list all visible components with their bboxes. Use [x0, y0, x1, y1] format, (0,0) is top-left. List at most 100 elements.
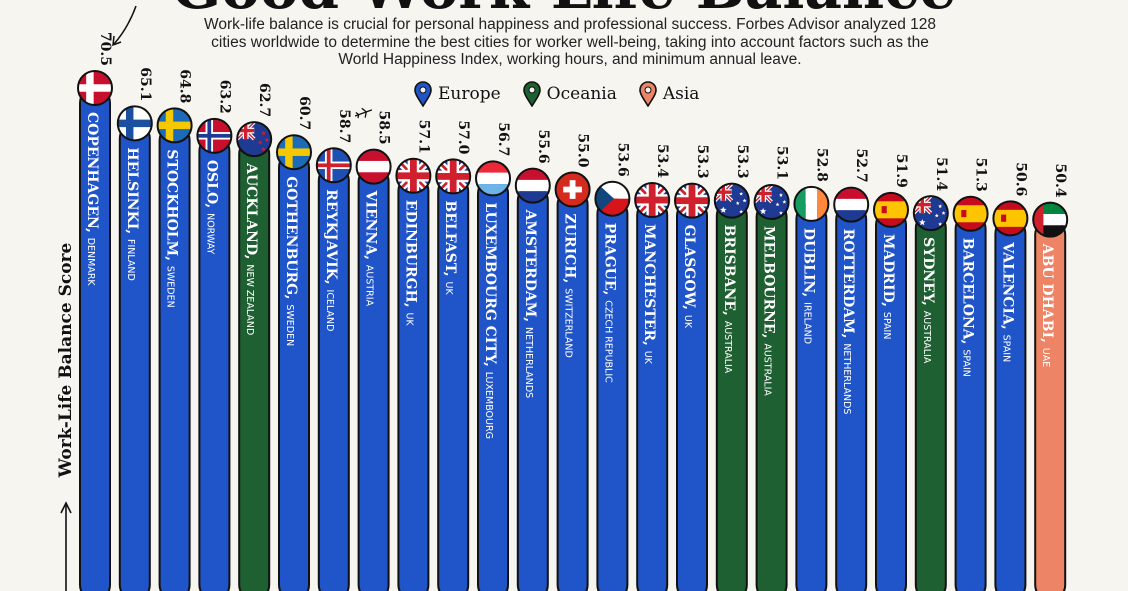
bar-group: 62.7 AUCKLAND, NEW ZEALAND [236, 83, 272, 591]
value-label: 55.6 [535, 129, 551, 163]
annotation-arrowhead-icon [112, 35, 122, 47]
country-name: LUXEMBOURG [483, 372, 494, 439]
bar-group: 53.1 MELBOURNE, AUSTRALIA [753, 146, 790, 591]
legend-item-europe: Europe [414, 81, 501, 107]
value-label: 57.1 [415, 120, 431, 154]
airplane-icon [354, 107, 373, 119]
city-name: VALENCIA, [999, 241, 1015, 334]
country-name: NORWAY [204, 213, 215, 254]
australia-flag-icon [912, 195, 949, 232]
city-label: MELBOURNE, AUSTRALIA [761, 226, 777, 396]
value-label: 64.8 [177, 69, 193, 103]
austria-flag-icon [355, 148, 392, 185]
value-label: 51.3 [973, 158, 989, 192]
bar-group: 55.0 ZURICH, SWITZERLAND [554, 133, 591, 591]
bar-group: 53.6 PRAGUE, CZECH REPUBLIC [594, 143, 631, 591]
bar-group: 51.4 SYDNEY, AUSTRALIA [912, 157, 949, 591]
country-name: AUSTRIA [364, 265, 375, 307]
bar-group: 63.2 OSLO, NORWAY [196, 80, 233, 591]
city-name: REYKJAVIK, [323, 189, 339, 289]
country-name: IRELAND [801, 302, 812, 344]
switzerland-flag-icon [554, 171, 591, 208]
uk-flag-icon [395, 157, 432, 194]
country-name: FINLAND [125, 239, 136, 281]
city-label: PRAGUE, CZECH REPUBLIC [601, 223, 617, 383]
denmark-flag-icon [77, 70, 113, 106]
city-label: MADRID, SPAIN [880, 234, 896, 340]
spain-flag-icon [992, 200, 1029, 237]
subtitle: Work-life balance is crucial for persona… [203, 16, 937, 68]
annotation-arrow-icon [113, 5, 137, 45]
value-label: 51.4 [933, 157, 949, 191]
sweden-flag-icon [156, 107, 193, 144]
legend: Europe Oceania Asia [414, 80, 699, 108]
city-label: OSLO, NORWAY [203, 160, 219, 255]
country-name: AUSTRALIA [762, 343, 773, 396]
value-label: 50.6 [1012, 162, 1028, 196]
city-name: SYDNEY, [920, 237, 936, 311]
country-name: UAE [1040, 348, 1051, 367]
country-name: UK [403, 313, 414, 327]
title-fragment: Good Work-Life Balance [0, 0, 1128, 22]
city-name: STOCKHOLM, [164, 149, 180, 266]
city-label: ZURICH, SWITZERLAND [562, 214, 578, 358]
bars: 70.5 COPENHAGEN, DENMARK 65.1 HELSINKI, FIN… [77, 32, 1069, 591]
city-label: REYKJAVIK, ICELAND [323, 189, 339, 331]
city-label: ABU DHABI, UAE [1039, 243, 1055, 368]
city-name: OSLO, [203, 160, 219, 213]
value-label: 51.9 [893, 154, 909, 188]
city-name: ZURICH, [562, 214, 578, 289]
city-name: HELSINKI, [124, 147, 140, 239]
bar-group: 53.3 BRISBANE, AUSTRALIA [713, 145, 750, 591]
value-label: 63.2 [216, 80, 232, 114]
city-name: PRAGUE, [601, 223, 617, 301]
legend-item-oceania: Oceania [522, 81, 617, 107]
value-label: 53.3 [734, 145, 750, 179]
city-label: COPENHAGEN, DENMARK [84, 112, 100, 286]
country-name: UK [642, 351, 653, 365]
bar-group: 55.6 AMSTERDAM, NETHERLANDS [514, 129, 551, 591]
country-name: SWEDEN [165, 266, 176, 308]
bar-group: 60.7 GOTHENBURG, SWEDEN [276, 96, 312, 591]
legend-label: Europe [438, 84, 501, 104]
city-name: BARCELONA, [960, 238, 976, 350]
city-label: SYDNEY, AUSTRALIA [920, 237, 936, 364]
bar-group: 58.5 VIENNA, AUSTRIA [355, 110, 392, 591]
value-label: 56.7 [495, 122, 511, 156]
city-label: LUXEMBOURG CITY, LUXEMBOURG [482, 202, 498, 439]
country-name: NETHERLANDS [841, 343, 852, 414]
value-label: 58.5 [376, 110, 392, 144]
city-name: BRISBANE, [721, 225, 737, 321]
city-label: AMSTERDAM, NETHERLANDS [522, 209, 538, 399]
bar-group: 65.1 HELSINKI, FINLAND [116, 67, 153, 591]
value-label: 57.0 [455, 120, 471, 154]
country-name: SPAIN [961, 349, 972, 377]
city-name: GOTHENBURG, [283, 176, 299, 304]
city-label: BARCELONA, SPAIN [960, 238, 976, 377]
spain-flag-icon [873, 191, 909, 228]
city-label: VALENCIA, SPAIN [999, 241, 1015, 362]
bar-group: 58.7 REYKJAVIK, ICELAND [315, 109, 352, 591]
bar-group: 57.1 EDINBURGH, UK [395, 120, 432, 591]
city-label: STOCKHOLM, SWEDEN [164, 149, 180, 307]
value-label: 60.7 [296, 96, 312, 130]
country-name: NEW ZEALAND [244, 264, 255, 335]
bar-group: 52.8 DUBLIN, IRELAND [793, 148, 830, 591]
bar-group: 64.8 STOCKHOLM, SWEDEN [156, 69, 193, 591]
city-name: AMSTERDAM, [522, 209, 538, 327]
uk-flag-icon [674, 182, 710, 219]
city-label: DUBLIN, IRELAND [800, 228, 816, 344]
netherlands-flag-icon [514, 167, 551, 204]
czech-flag-icon [594, 180, 631, 217]
city-name: AUCKLAND, [243, 162, 259, 264]
bar-group: 56.7 LUXEMBOURG CITY, LUXEMBOURG [475, 122, 511, 591]
country-name: UK [682, 315, 693, 329]
value-label: 53.6 [614, 143, 630, 177]
ireland-flag-icon [793, 185, 830, 222]
bar-group: 50.6 VALENCIA, SPAIN [992, 162, 1029, 591]
uk-flag-icon [634, 182, 671, 219]
bar-group: 53.4 MANCHESTER, UK [634, 144, 671, 591]
value-label: 53.3 [694, 145, 710, 179]
